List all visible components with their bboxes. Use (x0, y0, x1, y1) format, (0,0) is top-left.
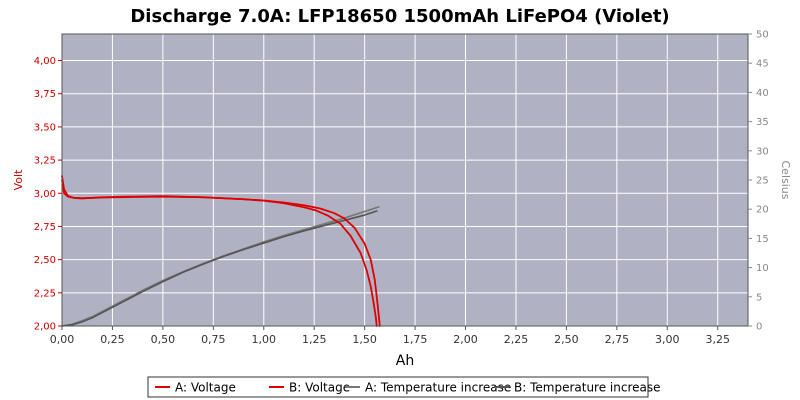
left-axis-ticks: 2,00 2,25 2,50 2,75 3,00 3,25 3,50 3,75 4,00 (34, 56, 62, 333)
x-tick-label: 3,25 (705, 333, 730, 346)
left-tick-label: 4,00 (34, 56, 56, 67)
x-tick-label: 1,00 (252, 333, 277, 346)
legend-label: B: Voltage (289, 381, 350, 395)
left-axis-title: Volt (12, 169, 25, 190)
legend-label: B: Temperature increase (514, 381, 661, 395)
left-tick-label: 2,75 (34, 222, 56, 233)
plot-area (62, 34, 748, 326)
right-tick-label: 5 (756, 292, 762, 303)
x-tick-label: 1,75 (403, 333, 428, 346)
left-tick-label: 2,25 (34, 288, 56, 299)
right-tick-label: 25 (756, 176, 769, 187)
right-axis-ticks: 0 5 10 15 20 25 30 35 40 45 50 (748, 30, 769, 333)
x-tick-label: 2,25 (504, 333, 529, 346)
right-tick-label: 40 (756, 88, 769, 99)
series-line-b-voltage (61, 179, 378, 327)
x-tick-label: 2,50 (554, 333, 579, 346)
x-tick-label: 0,50 (151, 333, 176, 346)
series-line-b-temperature-increase (61, 210, 378, 327)
right-tick-label: 35 (756, 117, 769, 128)
x-tick-label: 0,00 (50, 333, 75, 346)
x-tick-label: 3,00 (655, 333, 680, 346)
series-layer (61, 175, 381, 327)
chart-title: Discharge 7.0A: LFP18650 1500mAh LiFePO4… (130, 6, 669, 27)
right-tick-label: 10 (756, 263, 769, 274)
left-tick-label: 3,50 (34, 122, 56, 133)
x-tick-label: 2,75 (605, 333, 630, 346)
legend-box (147, 376, 649, 398)
left-tick-label: 3,25 (34, 156, 56, 167)
x-tick-label: 2,00 (453, 333, 478, 346)
x-tick-label: 0,25 (100, 333, 125, 346)
grid-lines (61, 34, 748, 327)
x-tick-label: 1,50 (352, 333, 377, 346)
left-tick-label: 2,50 (34, 255, 56, 266)
legend-label: A: Voltage (175, 381, 236, 395)
legend-label: A: Temperature increase (365, 381, 511, 395)
right-tick-label: 45 (756, 59, 769, 70)
x-tick-label: 1,25 (302, 333, 327, 346)
right-axis-title: Celsius (779, 161, 792, 200)
left-tick-label: 2,00 (34, 322, 56, 333)
right-tick-label: 30 (756, 146, 769, 157)
left-tick-label: 3,00 (34, 189, 56, 200)
x-axis-ticks: 0,00 0,25 0,50 0,75 1,00 1,25 1,50 1,75 2,00 2,25… (50, 326, 730, 346)
right-tick-label: 15 (756, 234, 769, 245)
right-tick-label: 20 (756, 205, 769, 216)
legend: A: Voltage B: Voltage A: Temperature incre… (147, 376, 661, 398)
x-tick-label: 0,75 (201, 333, 226, 346)
x-axis-title: Ah (396, 353, 414, 369)
right-tick-label: 50 (756, 30, 769, 41)
right-tick-label: 0 (756, 322, 762, 333)
left-tick-label: 3,75 (34, 89, 56, 100)
